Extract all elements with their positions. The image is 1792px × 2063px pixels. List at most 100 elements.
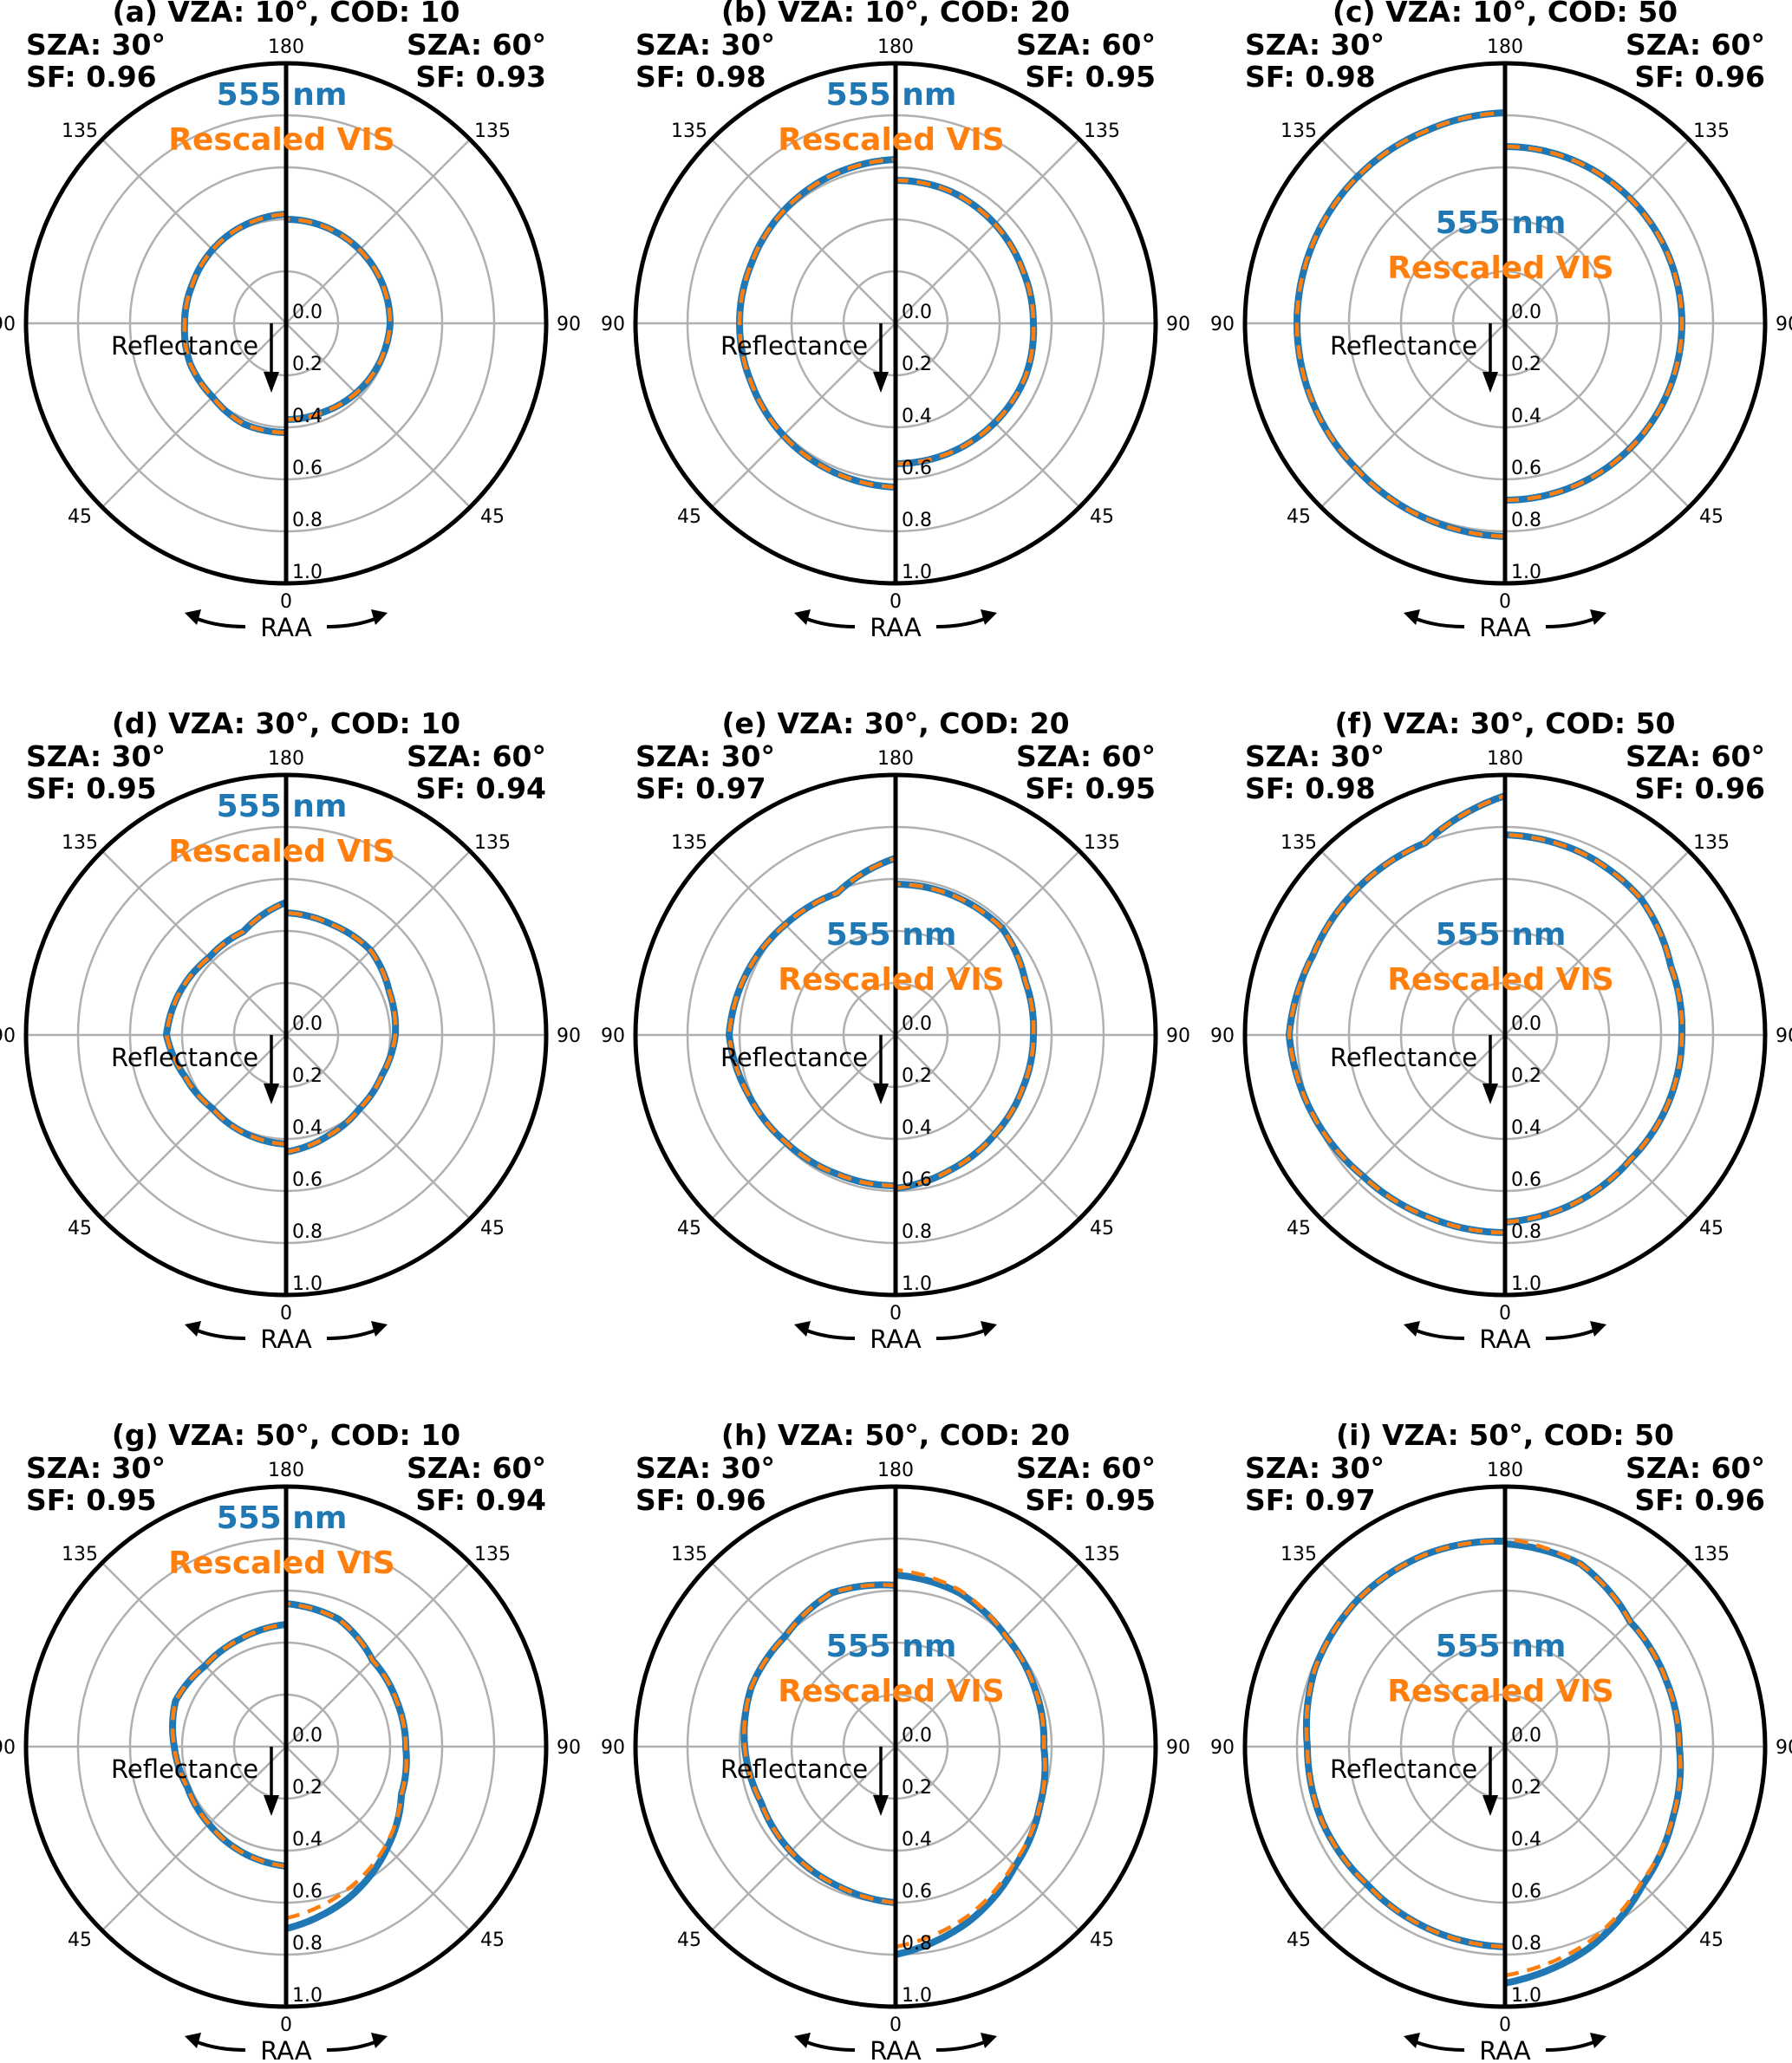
right-sf-label: SF: 0.96 bbox=[1634, 60, 1765, 94]
radial-tick-label: 1.0 bbox=[1511, 562, 1541, 583]
angle-tick-label: 45 bbox=[68, 506, 92, 528]
series-label-rescaled-vis: Rescaled VIS bbox=[778, 962, 1004, 998]
radial-tick-label: 0.6 bbox=[292, 1881, 323, 1903]
angle-tick-label: 0 bbox=[1499, 591, 1511, 613]
angle-tick-label: 90 bbox=[1166, 1737, 1190, 1759]
angle-tick-label: 45 bbox=[1287, 1930, 1311, 1951]
angle-tick-label: 0 bbox=[280, 1303, 292, 1324]
angle-tick-label: 135 bbox=[1280, 832, 1317, 854]
radial-tick-label: 0.8 bbox=[902, 1933, 932, 1955]
angle-tick-label: 0 bbox=[889, 2014, 902, 2036]
raa-label: RAA bbox=[870, 1324, 922, 1354]
raa-arrow-right-head bbox=[371, 609, 388, 625]
raa-arrow-left bbox=[1413, 1328, 1465, 1340]
right-sza-label: SZA: 60° bbox=[1626, 28, 1765, 62]
grid-spoke bbox=[1504, 322, 1691, 509]
raa-arrow-left bbox=[1413, 2040, 1465, 2052]
left-sf-label: SF: 0.96 bbox=[635, 1483, 766, 1517]
left-sza-label: SZA: 30° bbox=[26, 1451, 166, 1485]
angle-tick-label: 0 bbox=[1499, 2014, 1511, 2036]
angle-tick-label: 90 bbox=[1210, 1737, 1235, 1759]
reflectance-arrow-head bbox=[264, 372, 279, 393]
series-rescaled-vis-right bbox=[285, 217, 393, 422]
left-sf-label: SF: 0.98 bbox=[635, 60, 766, 94]
series-label-555nm: 555 nm bbox=[1436, 1629, 1567, 1664]
grid-spoke bbox=[895, 138, 1081, 324]
angle-tick-label: 45 bbox=[677, 506, 701, 528]
raa-label: RAA bbox=[1479, 613, 1531, 642]
raa-arrow-right-head bbox=[371, 1321, 388, 1337]
panel-title: (d) VZA: 30°, COD: 10 bbox=[112, 706, 460, 740]
raa-arrow-right bbox=[326, 1328, 378, 1340]
grid-spoke bbox=[895, 849, 1081, 1036]
raa-arrow-left-head bbox=[185, 1321, 201, 1337]
angle-tick-label: 45 bbox=[1090, 506, 1114, 528]
chart-panel: 180 0 90 90 135 135 45 45 0.0 0.2 0.4 0.6 0.8 1.0 Refl… bbox=[1210, 706, 1792, 1354]
reflectance-label: Reflectance bbox=[1330, 1754, 1477, 1784]
angle-tick-label: 135 bbox=[62, 120, 98, 142]
radial-tick-label: 0.2 bbox=[292, 1065, 323, 1087]
series-label-555nm: 555 nm bbox=[217, 1500, 348, 1536]
angle-tick-label: 0 bbox=[280, 2014, 292, 2036]
grid-spoke bbox=[101, 1034, 287, 1220]
radial-tick-label: 0.2 bbox=[292, 354, 323, 375]
angle-tick-label: 90 bbox=[0, 1025, 16, 1047]
angle-tick-label: 135 bbox=[1084, 1544, 1120, 1565]
radial-tick-label: 0.8 bbox=[1511, 1221, 1541, 1243]
series-label-555nm: 555 nm bbox=[217, 789, 348, 824]
series-rescaled-vis-right bbox=[895, 178, 1036, 466]
angle-tick-label: 45 bbox=[68, 1218, 92, 1240]
chart-panel: 180 0 90 90 135 135 45 45 0.0 0.2 0.4 0.6 0.8 1.0 Refl… bbox=[0, 0, 581, 642]
left-sza-label: SZA: 30° bbox=[26, 739, 166, 773]
radial-tick-label: 0.8 bbox=[1511, 1933, 1541, 1955]
radial-tick-label: 0.4 bbox=[292, 1117, 323, 1139]
raa-arrow-right-head bbox=[1590, 609, 1606, 625]
series-555nm-left bbox=[1302, 1537, 1506, 1950]
chart-panel: 180 0 90 90 135 135 45 45 0.0 0.2 0.4 0.6 0.8 1.0 Refl… bbox=[601, 0, 1190, 642]
angle-tick-label: 90 bbox=[1776, 314, 1792, 335]
reflectance-arrow-head bbox=[1482, 1795, 1498, 1816]
radial-tick-label: 0.8 bbox=[292, 510, 323, 531]
angle-tick-label: 180 bbox=[877, 1460, 914, 1481]
reflectance-arrow-head bbox=[873, 1795, 889, 1816]
angle-tick-label: 135 bbox=[62, 832, 98, 854]
radial-tick-label: 0.4 bbox=[902, 406, 932, 427]
series-label-rescaled-vis: Rescaled VIS bbox=[168, 834, 394, 869]
reflectance-arrow-head bbox=[1482, 372, 1498, 393]
raa-arrow-right bbox=[1545, 1328, 1597, 1340]
radial-tick-label: 0.6 bbox=[1511, 1881, 1541, 1903]
left-sf-label: SF: 0.95 bbox=[26, 771, 157, 805]
radial-tick-label: 0.2 bbox=[292, 1777, 323, 1799]
left-sf-label: SF: 0.95 bbox=[26, 1483, 157, 1517]
grid-spoke bbox=[1320, 322, 1506, 509]
panel-title: (g) VZA: 50°, COD: 10 bbox=[112, 1418, 460, 1452]
grid-spoke bbox=[895, 1746, 1081, 1932]
radial-tick-label: 0.0 bbox=[902, 1013, 932, 1035]
angle-tick-label: 45 bbox=[480, 1930, 505, 1951]
panel-title: (e) VZA: 30°, COD: 20 bbox=[721, 706, 1069, 740]
reflectance-arrow-head bbox=[264, 1084, 279, 1104]
angle-tick-label: 45 bbox=[1287, 506, 1311, 528]
grid-spoke bbox=[1504, 1746, 1691, 1932]
series-rescaled-vis-right bbox=[285, 910, 398, 1155]
radial-tick-label: 0.0 bbox=[292, 1725, 323, 1747]
radial-tick-label: 0.4 bbox=[1511, 1117, 1541, 1139]
radial-tick-label: 0.8 bbox=[902, 510, 932, 531]
raa-arrow-left-head bbox=[794, 1321, 811, 1337]
angle-tick-label: 45 bbox=[1699, 1930, 1724, 1951]
raa-label: RAA bbox=[870, 613, 922, 642]
series-rescaled-vis-right bbox=[1504, 832, 1684, 1225]
left-sza-label: SZA: 30° bbox=[1245, 739, 1385, 773]
reflectance-label: Reflectance bbox=[1330, 331, 1477, 361]
chart-panel: 180 0 90 90 135 135 45 45 0.0 0.2 0.4 0.6 0.8 1.0 Refl… bbox=[0, 1418, 581, 2063]
grid-spoke bbox=[1504, 1561, 1691, 1747]
angle-tick-label: 180 bbox=[268, 36, 304, 58]
radial-tick-label: 0.2 bbox=[1511, 354, 1541, 375]
radial-tick-label: 0.0 bbox=[1511, 302, 1541, 323]
raa-arrow-left-head bbox=[794, 2033, 811, 2048]
radial-tick-label: 0.2 bbox=[1511, 1065, 1541, 1087]
grid-spoke bbox=[895, 322, 1081, 509]
raa-arrow-right-head bbox=[981, 1321, 997, 1337]
grid-spoke bbox=[101, 1746, 287, 1932]
grid-spoke bbox=[895, 1561, 1081, 1747]
